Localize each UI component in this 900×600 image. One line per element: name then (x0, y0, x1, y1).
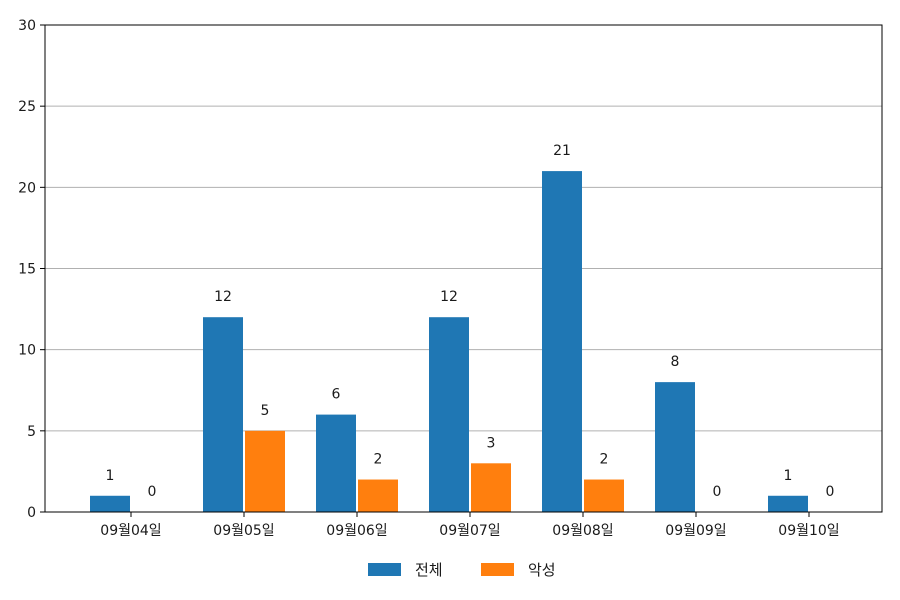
data-label: 0 (148, 484, 157, 500)
y-tick-label: 15 (18, 262, 36, 278)
legend-swatch-total (368, 563, 401, 576)
y-tick-label: 5 (27, 424, 36, 440)
bar-total-6 (768, 495, 808, 512)
bar-total-3 (429, 317, 469, 512)
data-label: 1 (106, 468, 115, 484)
legend-label-malicious: 악성 (528, 561, 556, 579)
gridlines (45, 105, 882, 432)
y-tick-label: 0 (27, 505, 36, 521)
x-tick-label: 09월08일 (552, 523, 613, 539)
legend: 전체 악성 (368, 561, 556, 579)
bar-malicious-1 (245, 430, 285, 512)
data-label: 12 (214, 289, 232, 305)
data-label: 0 (713, 484, 722, 500)
bar-malicious-3 (471, 463, 511, 512)
x-tick-label: 09월04일 (100, 523, 161, 539)
data-label: 2 (374, 452, 383, 468)
x-tick-label: 09월07일 (439, 523, 500, 539)
data-label: 0 (826, 484, 835, 500)
y-tick-label: 10 (18, 343, 36, 359)
y-tick-label: 30 (18, 18, 36, 34)
x-tick-label: 09월05일 (213, 523, 274, 539)
bar-total-5 (655, 382, 695, 512)
bar-malicious-4 (584, 479, 624, 512)
data-label: 5 (261, 403, 270, 419)
data-label: 2 (600, 452, 609, 468)
data-label: 1 (784, 468, 793, 484)
data-label: 6 (332, 387, 341, 403)
y-tick-label: 20 (18, 180, 36, 196)
x-tick-label: 09월06일 (326, 523, 387, 539)
bar-total-1 (203, 317, 243, 512)
bar-total-4 (542, 171, 582, 512)
data-label: 3 (487, 435, 496, 451)
legend-label-total: 전체 (415, 561, 443, 579)
data-label: 8 (671, 354, 680, 370)
bar-total-0 (90, 495, 130, 512)
data-label: 12 (440, 289, 458, 305)
legend-swatch-malicious (481, 563, 514, 576)
bar-malicious-2 (358, 479, 398, 512)
bar-total-2 (316, 414, 356, 512)
data-label: 21 (553, 143, 571, 159)
x-tick-label: 09월10일 (778, 523, 839, 539)
y-tick-label: 25 (18, 99, 36, 115)
x-tick-label: 09월09일 (665, 523, 726, 539)
bars (90, 171, 808, 512)
